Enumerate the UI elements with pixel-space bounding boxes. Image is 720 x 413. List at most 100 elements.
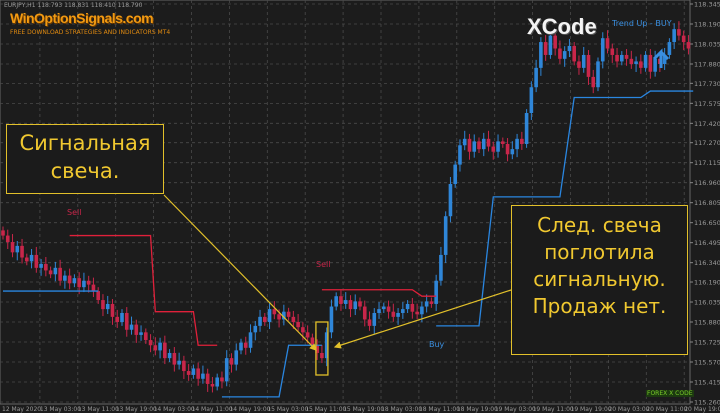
candle-body: [20, 245, 24, 258]
x-tick-label: 12 May 2020: [2, 406, 41, 413]
candle: [624, 49, 629, 66]
y-tick-label: 117.420: [694, 120, 720, 128]
candle-body: [491, 146, 496, 152]
candle-body: [539, 42, 543, 68]
annotation-line: сигнальную.: [533, 267, 666, 291]
candle-body: [172, 352, 177, 365]
candle-body: [581, 54, 586, 68]
x-tick-label: 19 May 03:00: [495, 406, 536, 413]
candle: [20, 238, 24, 264]
candle-body: [248, 332, 253, 348]
candle-body: [629, 58, 634, 64]
candle: [515, 133, 519, 158]
candle-body: [48, 270, 53, 275]
x-tick-label: 13 May 19:00: [116, 406, 157, 413]
candle-body: [382, 306, 386, 310]
candle-body: [653, 58, 657, 72]
candle: [434, 274, 438, 311]
candle-body: [91, 284, 96, 292]
candle-body: [534, 67, 538, 88]
candle-body: [229, 358, 234, 365]
candle-body: [153, 345, 158, 351]
candle: [453, 160, 457, 188]
candle-body: [681, 35, 686, 43]
candle: [172, 347, 177, 372]
candle: [358, 297, 362, 311]
candle: [282, 304, 286, 326]
candle-body: [310, 337, 315, 346]
candle: [48, 266, 53, 279]
candle: [348, 295, 353, 318]
y-tick-label: 117.730: [694, 80, 720, 88]
candle: [148, 334, 153, 353]
x-tick-label: 18 May 03:00: [381, 406, 422, 413]
candle-body: [358, 301, 362, 307]
buy-label: Buy: [429, 340, 445, 349]
candle: [272, 301, 277, 320]
sell-stop-line: [69, 234, 218, 346]
candle: [462, 130, 467, 151]
candle-body: [196, 368, 200, 379]
candle-body: [148, 340, 153, 346]
candle-body: [339, 296, 343, 304]
candle: [562, 46, 567, 67]
candle-body: [5, 235, 10, 243]
candle: [182, 355, 186, 380]
candle-body: [334, 296, 338, 307]
candle: [234, 343, 239, 371]
candle: [501, 137, 505, 148]
candle: [210, 376, 215, 393]
candle: [201, 365, 205, 384]
candle: [58, 259, 62, 286]
candle: [191, 364, 196, 379]
candle-body: [462, 138, 467, 146]
candle: [643, 51, 648, 72]
candle-body: [220, 377, 224, 382]
candle: [424, 294, 429, 313]
candle-body: [415, 311, 419, 315]
candle-body: [77, 278, 81, 288]
candle-body: [239, 342, 243, 351]
candle: [339, 290, 343, 311]
candle: [481, 132, 486, 157]
x-tick-label: 15 May 19:00: [343, 406, 384, 413]
candle: [405, 300, 410, 313]
candle: [634, 56, 638, 72]
candle: [86, 275, 91, 293]
y-tick-label: 115.880: [694, 319, 720, 327]
candle-body: [553, 35, 557, 49]
candle-body: [520, 138, 524, 144]
candle: [220, 371, 224, 389]
candle: [1, 226, 5, 240]
candle-body: [201, 373, 205, 379]
candle-body: [205, 373, 210, 384]
candle: [391, 303, 396, 322]
candle: [158, 337, 162, 359]
candle-body: [348, 300, 353, 310]
candle-body: [115, 316, 120, 323]
candle-body: [39, 263, 43, 268]
candle-body: [44, 263, 48, 271]
candle: [524, 109, 529, 148]
candle-body: [410, 303, 415, 312]
candle: [410, 298, 415, 319]
y-tick-label: 115.570: [694, 359, 720, 367]
candle: [648, 49, 653, 79]
candle-body: [167, 352, 172, 359]
candle-body: [362, 306, 367, 320]
candle: [324, 327, 329, 367]
candle-body: [562, 51, 567, 59]
candle-body: [224, 358, 229, 382]
candle-body: [424, 301, 429, 307]
candle: [101, 294, 105, 317]
candle-body: [486, 138, 491, 147]
sell-label: Sell: [316, 260, 331, 269]
candle: [505, 138, 510, 162]
candle-body: [610, 48, 615, 55]
x-tick-label: 20 May 03:00: [608, 406, 649, 413]
trend-signal-text: Trend Up - BUY: [612, 19, 672, 28]
candle: [139, 325, 143, 341]
candle-body: [186, 371, 191, 375]
candle-body: [182, 360, 186, 372]
